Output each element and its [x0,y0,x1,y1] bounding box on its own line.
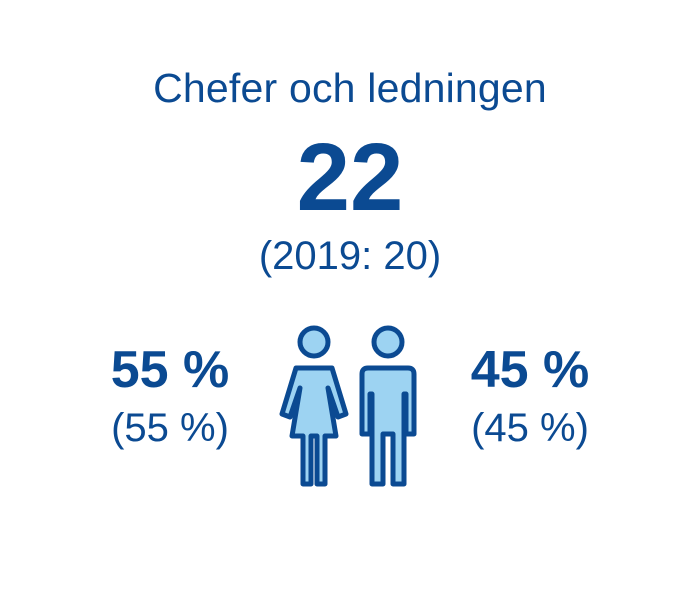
female-stat: 55 % (55 %) [70,340,270,454]
male-stat: 45 % (45 %) [430,340,630,454]
woman-icon [279,325,349,487]
male-percent: 45 % [470,341,590,399]
man-icon [359,325,417,487]
gender-figures [270,318,440,498]
section-title: Chefer och ledningen [153,65,547,111]
total-count: 22 [296,124,404,231]
previous-year-count: (2019: 20) [258,234,442,278]
female-percent: 55 % [110,341,230,399]
male-previous-percent: (45 %) [471,406,589,450]
female-previous-percent: (55 %) [111,406,229,450]
